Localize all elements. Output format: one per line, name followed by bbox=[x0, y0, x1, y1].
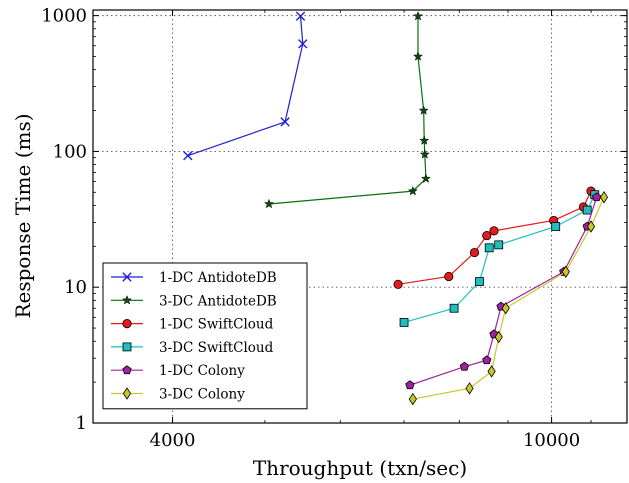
data-point-3-dc-colony bbox=[501, 302, 510, 315]
legend-label-1-dc-colony: 1-DC Colony bbox=[159, 363, 245, 379]
data-point-3-dc-antidotedb bbox=[418, 105, 429, 115]
series-line-1-dc-antidotedb bbox=[187, 16, 304, 157]
legend-label-3-dc-antidotedb: 3-DC AntidoteDB bbox=[159, 293, 277, 309]
data-point-3-dc-antidotedb bbox=[407, 185, 418, 196]
data-point-3-dc-colony bbox=[586, 220, 596, 233]
data-point-1-dc-antidotedb bbox=[295, 11, 306, 21]
y-tick-label: 10 bbox=[64, 277, 87, 298]
x-tick-label: 4000 bbox=[150, 430, 196, 451]
legend-marker-3-dc-antidotedb bbox=[121, 294, 133, 305]
plot-frame bbox=[92, 9, 628, 424]
legend-label-1-dc-antidotedb: 1-DC AntidoteDB bbox=[159, 270, 277, 286]
data-point-1-dc-swiftcloud bbox=[469, 247, 480, 258]
data-point-1-dc-swiftcloud bbox=[489, 226, 499, 236]
data-point-3-dc-antidotedb bbox=[263, 198, 275, 209]
data-point-3-dc-swiftcloud bbox=[484, 243, 494, 253]
data-point-3-dc-swiftcloud bbox=[399, 318, 409, 327]
legend-marker-1-dc-swiftcloud bbox=[122, 318, 132, 329]
data-point-3-dc-colony bbox=[599, 190, 609, 204]
x-tick-label: 10000 bbox=[523, 430, 580, 451]
data-point-3-dc-antidotedb bbox=[420, 173, 431, 183]
data-point-1-dc-antidotedb bbox=[280, 117, 290, 127]
data-point-1-dc-antidotedb bbox=[183, 150, 193, 161]
data-point-3-dc-colony bbox=[465, 382, 474, 395]
data-point-3-dc-colony bbox=[487, 365, 496, 378]
legend-label-1-dc-swiftcloud: 1-DC SwiftCloud bbox=[159, 317, 274, 333]
series-line-3-dc-colony bbox=[412, 196, 605, 400]
legend-marker-1-dc-antidotedb bbox=[122, 272, 132, 282]
legend-marker-3-dc-swiftcloud bbox=[122, 342, 132, 352]
y-tick-label: 1000 bbox=[41, 6, 87, 27]
series-3-dc-antidotedb bbox=[263, 10, 431, 209]
data-point-3-dc-antidotedb bbox=[412, 51, 424, 61]
data-point-3-dc-colony bbox=[408, 392, 417, 406]
data-point-1-dc-swiftcloud bbox=[482, 230, 492, 241]
data-point-1-dc-colony bbox=[405, 380, 415, 390]
data-point-3-dc-swiftcloud bbox=[449, 303, 459, 313]
data-point-3-dc-swiftcloud bbox=[494, 240, 504, 250]
legend-box bbox=[102, 262, 308, 410]
series-line-3-dc-antidotedb bbox=[268, 16, 427, 205]
series-line-1-dc-colony bbox=[409, 197, 598, 386]
y-tick-label: 100 bbox=[53, 141, 87, 162]
data-point-3-dc-colony bbox=[561, 265, 570, 278]
data-point-3-dc-swiftcloud bbox=[582, 205, 592, 215]
legend-label-3-dc-swiftcloud: 3-DC SwiftCloud bbox=[159, 340, 274, 356]
data-point-1-dc-colony bbox=[591, 192, 602, 202]
plot-series bbox=[183, 10, 609, 406]
series-1-dc-antidotedb bbox=[183, 11, 308, 161]
data-point-1-dc-colony bbox=[482, 355, 492, 365]
series-1-dc-colony bbox=[405, 192, 602, 390]
data-point-3-dc-antidotedb bbox=[419, 135, 430, 145]
legend-marker-3-dc-colony bbox=[122, 387, 132, 400]
x-axis-label: Throughput (txn/sec) bbox=[253, 456, 467, 480]
legend: 1-DC AntidoteDB 3-DC AntidoteDB 1-DC Swift… bbox=[102, 262, 308, 410]
series-3-dc-colony bbox=[408, 190, 609, 406]
data-point-1-dc-swiftcloud bbox=[393, 279, 403, 289]
data-point-3-dc-antidotedb bbox=[419, 149, 430, 159]
data-point-1-dc-swiftcloud bbox=[444, 271, 454, 282]
data-point-3-dc-swiftcloud bbox=[551, 222, 561, 231]
data-point-3-dc-swiftcloud bbox=[475, 277, 484, 286]
data-point-3-dc-colony bbox=[494, 330, 503, 344]
data-point-3-dc-antidotedb bbox=[412, 10, 424, 21]
legend-marker-1-dc-colony bbox=[122, 365, 132, 375]
legend-label-3-dc-colony: 3-DC Colony bbox=[159, 387, 245, 403]
data-point-1-dc-antidotedb bbox=[298, 39, 308, 49]
axis-ticks: 4000 10000 1 10 100 1000 bbox=[41, 6, 628, 451]
y-tick-label: 1 bbox=[76, 413, 87, 434]
data-point-1-dc-colony bbox=[459, 361, 470, 371]
y-axis-label: Response Time (ms) bbox=[11, 113, 35, 318]
series-line-3-dc-swiftcloud bbox=[403, 194, 596, 324]
